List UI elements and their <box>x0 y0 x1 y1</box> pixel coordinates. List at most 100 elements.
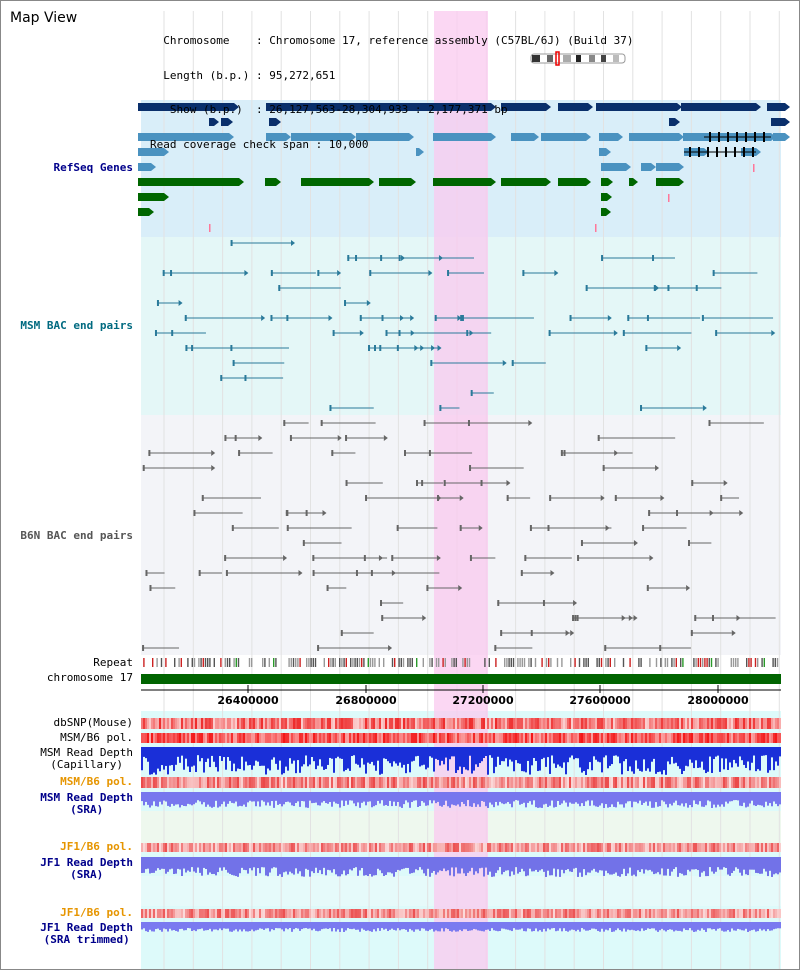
msm-pol-strip <box>735 733 737 743</box>
jf1-sra-depth-bar <box>359 857 361 871</box>
jf1-sra-depth-bar <box>571 857 573 872</box>
dbsnp-strip <box>313 718 315 729</box>
msm-cap-depth-bar <box>281 747 283 775</box>
msm-pol-strip <box>729 733 731 743</box>
jf1-sra-depth-bar <box>209 857 211 873</box>
jf1-pol2-strip <box>607 909 609 918</box>
jf1-pol2-strip <box>391 909 393 918</box>
dbsnp-strip <box>605 718 607 729</box>
dbsnp-strip <box>461 718 463 729</box>
msm-sra-depth-bar <box>647 792 649 806</box>
msm-pol-strip <box>497 733 499 743</box>
jf1-trim-depth-bar <box>307 922 309 929</box>
dbsnp-strip <box>581 718 583 729</box>
jf1-sra-depth-bar <box>765 857 767 872</box>
jf1-trim-depth-bar <box>453 922 455 931</box>
msm-sra-depth-bar <box>199 792 201 802</box>
msm-cap-depth-bar <box>593 747 595 757</box>
jf1-sra-depth-bar <box>589 857 591 873</box>
jf1-pol-strip <box>423 843 425 852</box>
jf1-sra-depth-bar <box>707 857 709 877</box>
jf1-pol-strip <box>577 843 579 852</box>
jf1-pol-strip <box>363 843 365 852</box>
jf1-pol-strip <box>227 843 229 852</box>
dbsnp-strip <box>375 718 377 729</box>
msm-sra-depth-bar <box>643 792 645 803</box>
msm-cap-depth-bar <box>401 747 403 768</box>
jf1-pol-strip <box>537 843 539 852</box>
msm-pol-strip <box>441 733 443 743</box>
msm-pol-strip <box>337 733 339 743</box>
msm-cap-depth-bar <box>209 747 211 768</box>
msm-pol-strip <box>263 733 265 743</box>
msm-sra-depth-bar <box>487 792 489 808</box>
msm-pol2-strip <box>459 777 461 788</box>
jf1-sra-depth-bar <box>309 857 311 877</box>
jf1-pol-strip <box>397 843 399 852</box>
repeat-element <box>585 658 587 667</box>
jf1-pol-strip <box>269 843 271 852</box>
jf1-trim-depth-bar <box>567 922 569 932</box>
msm-pol-strip <box>261 733 263 743</box>
msm-pol-strip <box>463 733 465 743</box>
msm-cap-depth-bar <box>277 747 279 770</box>
repeat-element <box>343 658 345 667</box>
repeat-element <box>583 658 585 667</box>
msm-cap-depth-bar <box>609 747 611 766</box>
msm-pol2-strip <box>451 777 453 788</box>
msm-pol-strip <box>319 733 321 743</box>
msm-sra-depth-bar <box>191 792 193 806</box>
jf1-pol2-strip <box>231 909 233 918</box>
repeat-element <box>671 658 673 667</box>
msm-pol-strip <box>349 733 351 743</box>
msm-cap-depth-bar <box>421 747 423 766</box>
msm-sra-depth-bar <box>311 792 313 804</box>
msm-sra-depth-bar <box>505 792 507 804</box>
jf1-sra-depth-bar <box>535 857 537 870</box>
jf1-sra-depth-bar <box>455 857 457 868</box>
jf1-pol2-strip <box>467 909 469 918</box>
msm-pol2-strip <box>171 777 173 788</box>
jf1-pol2-strip <box>335 909 337 918</box>
jf1-pol2-strip <box>549 909 551 918</box>
repeat-element <box>200 658 202 667</box>
repeat-element <box>356 658 358 667</box>
msm-cap-depth-bar <box>415 747 417 757</box>
jf1-sra-depth-bar <box>341 857 343 875</box>
jf1-sra-depth-bar <box>287 857 289 875</box>
msm-cap-depth-bar <box>203 747 205 773</box>
b6n-bac-pair-arrow <box>459 495 464 501</box>
msm-sra-depth-bar <box>683 792 685 807</box>
jf1-pol2-strip <box>321 909 323 918</box>
jf1-pol2-strip <box>437 909 439 918</box>
jf1-pol2-strip <box>363 909 365 918</box>
jf1-pol2-strip <box>161 909 163 918</box>
gene-feature <box>596 103 677 111</box>
dbsnp-strip <box>429 718 431 729</box>
jf1-pol-strip <box>673 843 675 852</box>
jf1-pol2-strip <box>663 909 665 918</box>
jf1-pol-strip <box>643 843 645 852</box>
msm-sra-depth-bar <box>383 792 385 806</box>
msm-sra-depth-bar <box>527 792 529 803</box>
b6n-bac-pair-end <box>149 585 152 591</box>
jf1-pol2-strip <box>329 909 331 918</box>
jf1-pol-strip <box>591 843 593 852</box>
msm-cap-depth-bar <box>163 747 165 770</box>
msm-pol2-strip <box>433 777 435 788</box>
gene-exon <box>718 132 720 142</box>
msm-sra-depth-bar <box>243 792 245 805</box>
msm-cap-depth-bar <box>775 747 777 762</box>
jf1-pol2-strip <box>499 909 501 918</box>
dbsnp-strip <box>261 718 263 729</box>
b6n-bac-pair-arrow <box>550 570 555 576</box>
msm-bac-pair-arrow <box>457 315 462 321</box>
msm-cap-depth-bar <box>335 747 337 759</box>
msm-pol2-strip <box>159 777 161 788</box>
jf1-sra-depth-bar <box>473 857 475 875</box>
msm-pol2-strip <box>771 777 773 788</box>
jf1-pol2-strip <box>165 909 167 918</box>
jf1-pol-strip <box>357 843 359 852</box>
dbsnp-strip <box>263 718 265 729</box>
